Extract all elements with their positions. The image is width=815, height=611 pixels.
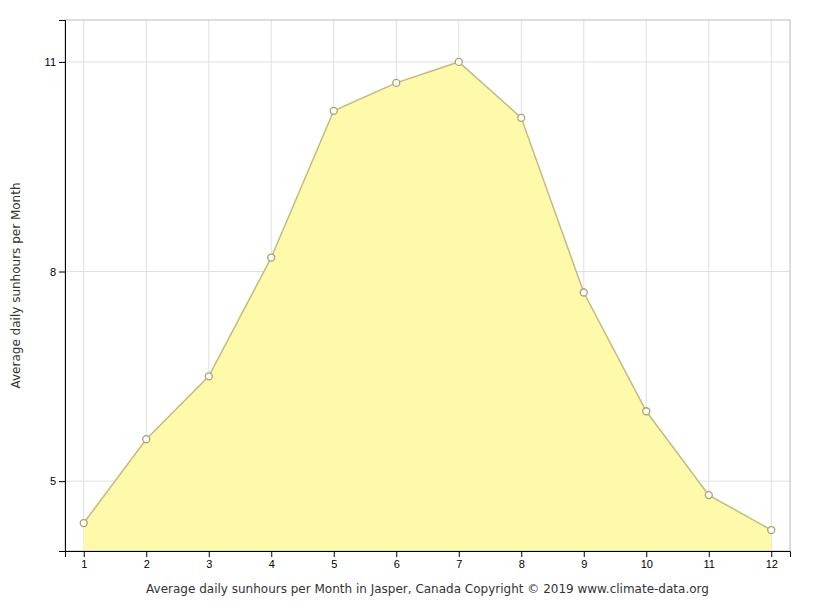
y-axis-title: Average daily sunhours per Month [9, 182, 23, 388]
x-tick-mark [84, 551, 85, 557]
x-tick-mark [646, 551, 647, 557]
x-tick-mark [584, 551, 585, 557]
x-tick: 8 [519, 551, 525, 570]
y-tick-label: 8 [50, 266, 56, 278]
x-tick: 9 [581, 551, 587, 570]
x-tick: 10 [641, 551, 653, 570]
chart: 1234567891011125811Average daily sunhour… [0, 0, 815, 611]
x-axis-line [66, 552, 791, 558]
grid [65, 20, 790, 551]
marker [205, 373, 212, 380]
x-tick-mark [459, 551, 460, 557]
x-tick-label: 9 [581, 558, 587, 570]
x-tick: 7 [456, 551, 462, 570]
y-axis-line [59, 21, 66, 552]
x-tick-mark [334, 551, 335, 557]
y-tick-label: 5 [50, 475, 56, 487]
x-tick-label: 8 [519, 558, 525, 570]
x-tick: 11 [704, 551, 715, 570]
y-tick-mark [59, 481, 65, 482]
marks [80, 58, 775, 551]
y-tick-label: 11 [45, 56, 56, 68]
x-tick-label: 2 [144, 558, 150, 570]
plot: 1234567891011125811 [45, 20, 791, 570]
marker [393, 79, 400, 86]
x-tick-label: 1 [81, 558, 87, 570]
x-tick-mark [271, 551, 272, 557]
area [84, 62, 772, 551]
grid-line-x [83, 20, 84, 551]
x-tick-label: 4 [269, 558, 275, 570]
marker [580, 289, 587, 296]
x-tick-mark [771, 551, 772, 557]
x-tick: 4 [269, 551, 275, 570]
grid-line-x [708, 20, 709, 551]
y-tick-mark [59, 272, 65, 273]
marker [455, 58, 462, 65]
x-axis: 123456789101112 [66, 551, 791, 570]
x-tick: 3 [206, 551, 212, 570]
marker [330, 107, 337, 114]
x-tick: 1 [81, 551, 87, 570]
y-tick: 5 [50, 475, 65, 487]
marker [705, 492, 712, 499]
x-tick-mark [146, 551, 147, 557]
marker [768, 527, 775, 534]
x-tick-label: 12 [766, 558, 778, 570]
x-tick-mark [396, 551, 397, 557]
x-tick-mark [209, 551, 210, 557]
y-axis: 5 8 11 [45, 21, 66, 552]
x-tick: 2 [144, 551, 150, 570]
x-tick-label: 3 [206, 558, 212, 570]
x-tick-label: 7 [456, 558, 462, 570]
x-axis-title: Average daily sunhours per Month in Jasp… [146, 582, 709, 596]
x-tick: 12 [766, 551, 778, 570]
x-tick: 5 [331, 551, 337, 570]
x-tick-mark [709, 551, 710, 557]
x-tick-mark [521, 551, 522, 557]
marker [80, 520, 87, 527]
marker [643, 408, 650, 415]
x-tick-label: 5 [331, 558, 337, 570]
x-tick: 6 [394, 551, 400, 570]
line [84, 62, 772, 530]
y-tick: 11 [45, 56, 65, 68]
y-tick-mark [59, 62, 65, 63]
plot-frame [65, 20, 790, 551]
x-tick-label: 10 [641, 558, 653, 570]
grid-line-x [771, 20, 772, 551]
marker [518, 114, 525, 121]
y-tick: 8 [50, 266, 65, 278]
grid-line-y [65, 61, 790, 62]
marker [143, 436, 150, 443]
marker [268, 254, 275, 261]
x-tick-label: 11 [704, 558, 715, 570]
x-tick-label: 6 [394, 558, 400, 570]
